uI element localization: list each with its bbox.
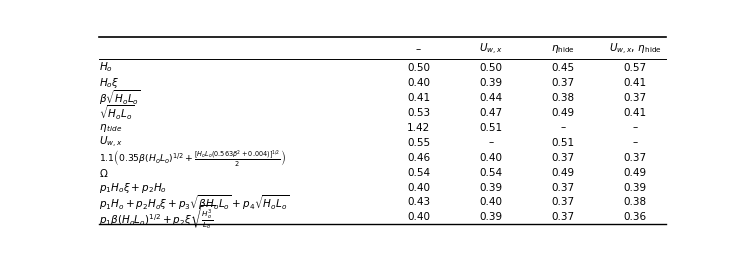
Text: –: – [633,122,638,132]
Text: 0.51: 0.51 [479,122,502,132]
Text: $\sqrt{H_oL_o}$: $\sqrt{H_oL_o}$ [99,103,134,121]
Text: 0.43: 0.43 [407,197,430,207]
Text: 0.41: 0.41 [624,107,647,117]
Text: $U_{w,x}$: $U_{w,x}$ [99,134,122,150]
Text: $p_1H_o + p_2H_o\xi + p_3\sqrt{\beta H_oL_o} + p_4\sqrt{H_oL_o}$: $p_1H_o + p_2H_o\xi + p_3\sqrt{\beta H_o… [99,192,289,211]
Text: 0.49: 0.49 [551,167,574,177]
Text: 0.55: 0.55 [407,137,430,147]
Text: 0.53: 0.53 [407,107,430,117]
Text: 0.45: 0.45 [551,62,574,72]
Text: 0.54: 0.54 [407,167,430,177]
Text: 0.38: 0.38 [624,197,647,207]
Text: $H_o$: $H_o$ [99,60,113,74]
Text: 0.41: 0.41 [407,92,430,102]
Text: 0.39: 0.39 [479,212,502,222]
Text: 0.37: 0.37 [551,77,574,87]
Text: 0.41: 0.41 [624,77,647,87]
Text: $\eta_{\mathrm{hide}}$: $\eta_{\mathrm{hide}}$ [551,43,575,55]
Text: 0.36: 0.36 [624,212,647,222]
Text: $H_o\xi$: $H_o\xi$ [99,75,119,89]
Text: 0.37: 0.37 [551,212,574,222]
Text: $\eta_{\,tide}$: $\eta_{\,tide}$ [99,121,122,133]
Text: $p_1H_o\xi + p_2H_o$: $p_1H_o\xi + p_2H_o$ [99,180,167,194]
Text: 0.37: 0.37 [624,152,647,162]
Text: 0.40: 0.40 [479,197,502,207]
Text: 0.46: 0.46 [407,152,430,162]
Text: –: – [560,122,565,132]
Text: –: – [633,137,638,147]
Text: $\Omega$: $\Omega$ [99,166,108,178]
Text: 0.50: 0.50 [479,62,502,72]
Text: $U_{w,x}$: $U_{w,x}$ [479,42,503,57]
Text: $p_1\beta(H_oL_o)^{1/2} + p_2\xi\sqrt{\frac{H_o^3}{L_o}}$: $p_1\beta(H_oL_o)^{1/2} + p_2\xi\sqrt{\f… [99,203,216,230]
Text: $U_{w,x},\,\eta_{\mathrm{hide}}$: $U_{w,x},\,\eta_{\mathrm{hide}}$ [609,42,662,57]
Text: 0.37: 0.37 [551,182,574,192]
Text: $\beta\sqrt{H_oL_o}$: $\beta\sqrt{H_oL_o}$ [99,88,141,106]
Text: 0.39: 0.39 [479,182,502,192]
Text: 0.40: 0.40 [479,152,502,162]
Text: 0.49: 0.49 [551,107,574,117]
Text: 0.50: 0.50 [407,62,430,72]
Text: 0.47: 0.47 [479,107,502,117]
Text: 0.37: 0.37 [624,92,647,102]
Text: 0.40: 0.40 [407,212,430,222]
Text: 0.44: 0.44 [479,92,502,102]
Text: 0.38: 0.38 [551,92,574,102]
Text: 0.39: 0.39 [624,182,647,192]
Text: 0.49: 0.49 [624,167,647,177]
Text: 0.37: 0.37 [551,152,574,162]
Text: 0.37: 0.37 [551,197,574,207]
Text: 0.57: 0.57 [624,62,647,72]
Text: 0.51: 0.51 [551,137,574,147]
Text: 0.39: 0.39 [479,77,502,87]
Text: –: – [488,137,493,147]
Text: $1.1\left(0.35\beta(H_oL_o)^{1/2}+\frac{[H_oL_o(0.563\beta^2+0.004)]^{1/2}}{2}\r: $1.1\left(0.35\beta(H_oL_o)^{1/2}+\frac{… [99,147,286,167]
Text: 0.40: 0.40 [407,77,430,87]
Text: 1.42: 1.42 [407,122,430,132]
Text: 0.40: 0.40 [407,182,430,192]
Text: –: – [416,44,421,54]
Text: 0.54: 0.54 [479,167,502,177]
